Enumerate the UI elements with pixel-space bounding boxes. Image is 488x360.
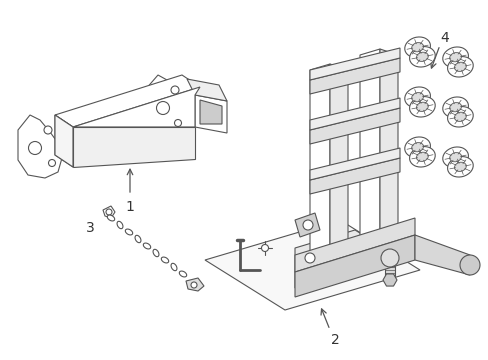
Polygon shape: [329, 64, 347, 261]
Polygon shape: [309, 108, 399, 144]
Polygon shape: [309, 64, 329, 261]
Ellipse shape: [117, 221, 122, 229]
Ellipse shape: [416, 52, 427, 62]
Ellipse shape: [161, 257, 168, 263]
Ellipse shape: [442, 47, 468, 67]
Polygon shape: [309, 148, 399, 180]
Ellipse shape: [449, 53, 461, 62]
Ellipse shape: [404, 137, 429, 157]
Ellipse shape: [447, 157, 472, 177]
Ellipse shape: [411, 93, 423, 102]
Ellipse shape: [404, 37, 429, 58]
Circle shape: [174, 120, 181, 126]
Ellipse shape: [442, 147, 468, 167]
Polygon shape: [200, 100, 222, 124]
Polygon shape: [309, 158, 399, 194]
Circle shape: [261, 244, 268, 252]
Ellipse shape: [107, 215, 115, 221]
Ellipse shape: [453, 62, 466, 71]
Polygon shape: [294, 230, 367, 288]
Text: 4: 4: [440, 31, 448, 45]
Ellipse shape: [416, 152, 427, 161]
Polygon shape: [309, 58, 399, 94]
Circle shape: [44, 126, 52, 134]
Polygon shape: [185, 278, 203, 291]
Polygon shape: [414, 235, 469, 275]
Ellipse shape: [447, 107, 472, 127]
Polygon shape: [309, 48, 399, 80]
Circle shape: [156, 102, 169, 114]
Polygon shape: [73, 87, 200, 127]
Ellipse shape: [135, 235, 141, 243]
Ellipse shape: [453, 162, 466, 171]
Polygon shape: [145, 75, 189, 138]
Polygon shape: [195, 95, 226, 133]
Ellipse shape: [409, 46, 434, 67]
Circle shape: [28, 141, 41, 154]
Polygon shape: [18, 115, 62, 178]
Polygon shape: [73, 127, 195, 167]
Ellipse shape: [411, 42, 423, 52]
Ellipse shape: [179, 271, 186, 277]
Polygon shape: [294, 218, 414, 272]
Text: 2: 2: [330, 333, 339, 347]
Circle shape: [106, 209, 112, 215]
Polygon shape: [103, 206, 115, 218]
Circle shape: [191, 282, 197, 288]
Ellipse shape: [411, 143, 423, 152]
Polygon shape: [359, 49, 379, 246]
Ellipse shape: [449, 103, 461, 112]
Ellipse shape: [153, 249, 159, 257]
Text: 1: 1: [125, 200, 134, 214]
Ellipse shape: [447, 57, 472, 77]
Polygon shape: [204, 220, 419, 310]
Ellipse shape: [453, 112, 466, 121]
Ellipse shape: [404, 87, 429, 107]
Polygon shape: [294, 235, 414, 297]
Ellipse shape: [125, 229, 132, 235]
Circle shape: [171, 86, 179, 94]
Circle shape: [459, 255, 479, 275]
Polygon shape: [294, 213, 319, 237]
Ellipse shape: [416, 102, 427, 111]
Ellipse shape: [143, 243, 150, 249]
Polygon shape: [55, 115, 73, 167]
Polygon shape: [382, 274, 396, 286]
Circle shape: [48, 159, 55, 166]
Ellipse shape: [449, 153, 461, 162]
Ellipse shape: [409, 96, 434, 117]
Polygon shape: [55, 115, 73, 167]
Ellipse shape: [409, 147, 434, 167]
Circle shape: [380, 249, 398, 267]
Circle shape: [305, 253, 314, 263]
Polygon shape: [379, 49, 397, 246]
Text: 3: 3: [85, 221, 94, 235]
Ellipse shape: [442, 97, 468, 117]
Polygon shape: [309, 98, 399, 130]
Polygon shape: [55, 75, 200, 127]
Ellipse shape: [171, 263, 177, 271]
Polygon shape: [384, 266, 394, 276]
Circle shape: [303, 220, 312, 230]
Polygon shape: [186, 79, 226, 101]
